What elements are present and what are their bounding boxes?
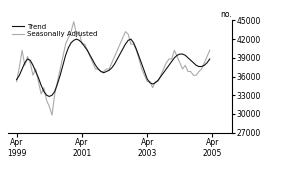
Text: no.: no.: [220, 10, 232, 19]
Legend: Trend, Seasonally Adjusted: Trend, Seasonally Adjusted: [12, 24, 98, 37]
